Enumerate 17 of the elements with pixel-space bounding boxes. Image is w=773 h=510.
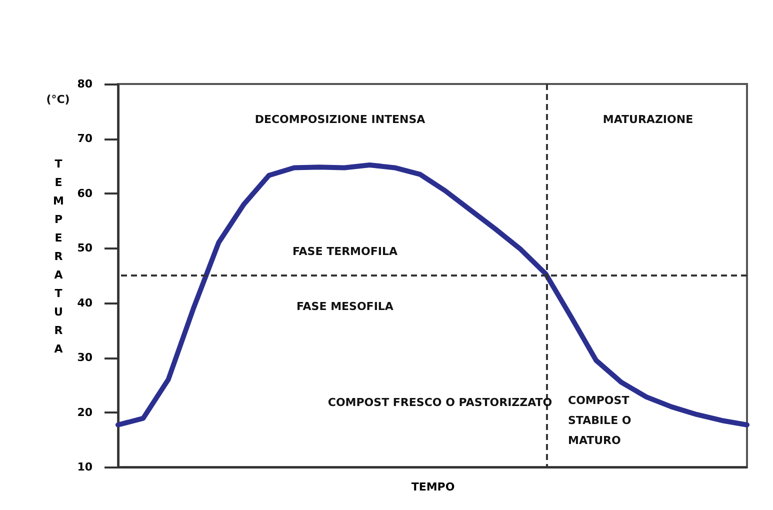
annotation: FASE MESOFILA — [296, 300, 394, 313]
text: TEMPERATURA — [53, 158, 64, 356]
y-tick-label: 20 — [77, 406, 93, 419]
annotation: FASE TERMOFILA — [292, 245, 398, 258]
y-tick-label: 10 — [77, 460, 93, 474]
y-tick-label: 30 — [77, 351, 93, 364]
y-tick-label: 60 — [77, 186, 93, 200]
y-tick-label: 50 — [77, 242, 93, 255]
text: (°C) — [46, 93, 70, 106]
annotation: DECOMPOSIZIONE INTENSA — [254, 113, 426, 126]
y-tick-label: 40 — [77, 296, 93, 310]
y-tick-label: 80 — [77, 78, 93, 90]
y-tick-label: 70 — [77, 132, 93, 146]
annotation: COMPOST STABILE O MATURO — [568, 394, 632, 447]
x-axis-title: TEMPO — [411, 480, 455, 494]
annotation: MATURAZIONE — [602, 113, 694, 126]
annotation: COMPOST FRESCO O PASTORIZZATO — [328, 396, 552, 409]
